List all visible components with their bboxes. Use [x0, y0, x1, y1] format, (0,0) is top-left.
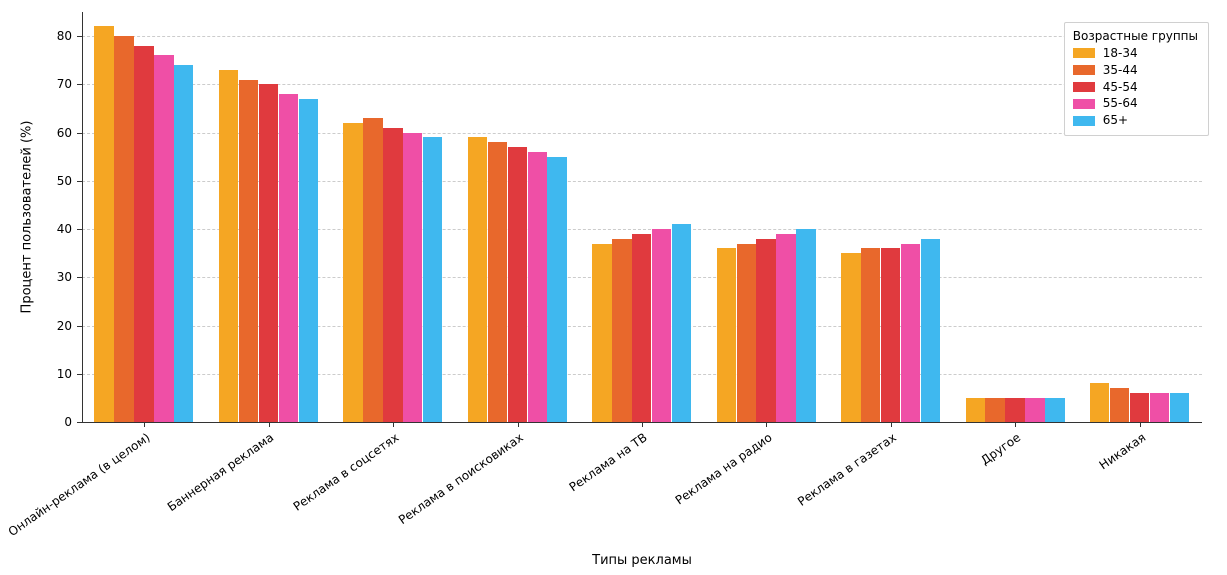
bar — [756, 239, 775, 422]
bar — [343, 123, 362, 422]
y-tick-label: 20 — [57, 319, 72, 333]
bar — [901, 244, 920, 422]
y-tick-label: 40 — [57, 222, 72, 236]
y-axis-label: Процент пользователей (%) — [20, 121, 35, 314]
bar — [841, 253, 860, 422]
x-tick-label: Другое — [978, 430, 1023, 467]
x-tick — [891, 422, 892, 427]
bar — [219, 70, 238, 422]
bar — [1045, 398, 1064, 422]
bar — [737, 244, 756, 422]
legend-title: Возрастные группы — [1073, 29, 1198, 43]
y-tick-label: 30 — [57, 270, 72, 284]
y-tick-label: 80 — [57, 29, 72, 43]
legend-swatch — [1073, 99, 1095, 109]
legend-item: 45-54 — [1073, 79, 1198, 96]
legend: Возрастные группы 18-3435-4445-5455-6465… — [1064, 22, 1209, 136]
legend-swatch — [1073, 82, 1095, 92]
bar — [1090, 383, 1109, 422]
bar — [134, 46, 153, 422]
bar — [403, 133, 422, 422]
legend-swatch — [1073, 116, 1095, 126]
bar — [1025, 398, 1044, 422]
x-tick-label: Реклама на радио — [673, 430, 775, 507]
legend-item: 65+ — [1073, 112, 1198, 129]
grid-line — [82, 36, 1202, 37]
bar — [154, 55, 173, 422]
legend-label: 65+ — [1103, 112, 1128, 129]
bar — [94, 26, 113, 422]
bar — [717, 248, 736, 422]
bar — [796, 229, 815, 422]
legend-item: 55-64 — [1073, 95, 1198, 112]
x-tick-label: Реклама на ТВ — [567, 430, 650, 494]
bar — [114, 36, 133, 422]
plot-area — [82, 12, 1202, 422]
chart-root: Процент пользователей (%) Типы рекламы В… — [0, 0, 1227, 575]
bar — [672, 224, 691, 422]
legend-label: 18-34 — [1103, 45, 1138, 62]
x-axis-label: Типы рекламы — [82, 553, 1202, 568]
bar — [861, 248, 880, 422]
legend-swatch — [1073, 48, 1095, 58]
y-tick-label: 60 — [57, 126, 72, 140]
legend-label: 35-44 — [1103, 62, 1138, 79]
bar — [1150, 393, 1169, 422]
legend-swatch — [1073, 65, 1095, 75]
legend-item: 35-44 — [1073, 62, 1198, 79]
x-tick-label: Реклама в поисковиках — [396, 430, 526, 527]
x-tick — [642, 422, 643, 427]
x-tick-label: Никакая — [1096, 430, 1148, 472]
legend-item: 18-34 — [1073, 45, 1198, 62]
bar — [547, 157, 566, 422]
bar — [259, 84, 278, 422]
legend-label: 45-54 — [1103, 79, 1138, 96]
y-tick-label: 0 — [64, 415, 72, 429]
bar — [1170, 393, 1189, 422]
x-tick — [144, 422, 145, 427]
x-tick — [518, 422, 519, 427]
bar — [612, 239, 631, 422]
bar — [1130, 393, 1149, 422]
bar — [468, 137, 487, 422]
x-tick-label: Реклама в соцсетях — [290, 430, 401, 513]
y-axis-line — [82, 12, 83, 422]
y-tick-label: 50 — [57, 174, 72, 188]
legend-label: 55-64 — [1103, 95, 1138, 112]
bar — [1110, 388, 1129, 422]
y-tick-label: 10 — [57, 367, 72, 381]
bar — [488, 142, 507, 422]
y-tick-label: 70 — [57, 77, 72, 91]
bar — [592, 244, 611, 422]
x-tick-label: Онлайн-реклама (в целом) — [5, 430, 152, 539]
bar — [652, 229, 671, 422]
x-tick — [269, 422, 270, 427]
bar — [174, 65, 193, 422]
x-tick — [1015, 422, 1016, 427]
bar — [1005, 398, 1024, 422]
bar — [632, 234, 651, 422]
bar — [423, 137, 442, 422]
bar — [363, 118, 382, 422]
bar — [383, 128, 402, 422]
bar — [299, 99, 318, 422]
bar — [921, 239, 940, 422]
bar — [881, 248, 900, 422]
x-tick — [1140, 422, 1141, 427]
x-tick — [766, 422, 767, 427]
bar — [279, 94, 298, 422]
bar — [239, 80, 258, 422]
x-tick-label: Реклама в газетах — [795, 430, 899, 509]
bar — [966, 398, 985, 422]
bar — [528, 152, 547, 422]
x-tick-label: Баннерная реклама — [165, 430, 276, 514]
bar — [776, 234, 795, 422]
x-tick — [393, 422, 394, 427]
bar — [985, 398, 1004, 422]
bar — [508, 147, 527, 422]
